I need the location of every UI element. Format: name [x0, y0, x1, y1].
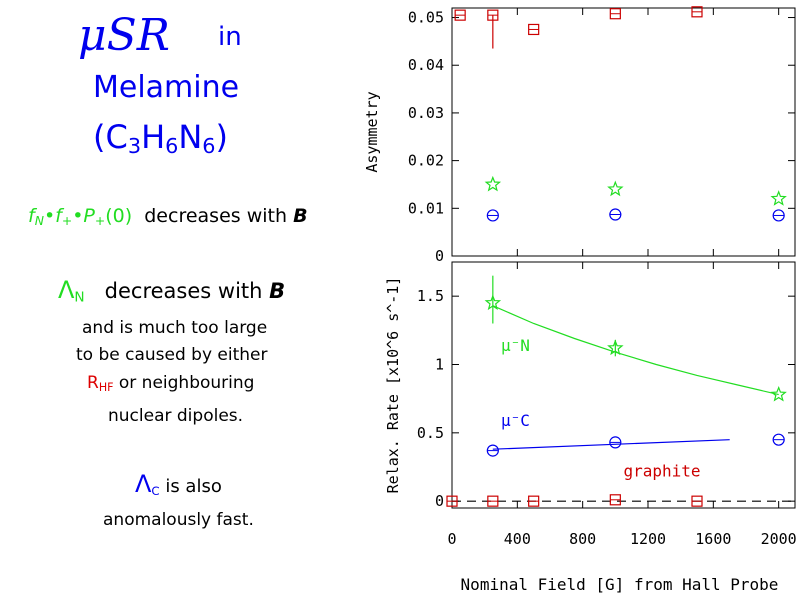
y-tick-label: 0: [435, 492, 444, 510]
data-point: [770, 190, 787, 206]
statement-fraction: fN•f+•P+(0) decreases with B: [28, 205, 308, 229]
fit-line: [492, 439, 730, 450]
data-point: [484, 175, 502, 192]
x-tick-label: 0: [447, 530, 456, 548]
x-tick-label: 2000: [761, 530, 797, 548]
x-tick-label: 1200: [630, 530, 666, 548]
y-tick-label: 0.05: [408, 9, 444, 27]
title-in: in: [218, 22, 242, 52]
y-tick-label: 0.03: [408, 104, 444, 122]
data-point: [607, 180, 624, 197]
title-material: Melamine: [93, 70, 240, 105]
y-tick-label: 0.04: [408, 56, 444, 74]
y-tick-label: 1.5: [417, 287, 444, 305]
para-line-1: and is much too large: [82, 318, 268, 338]
data-point: [607, 339, 624, 356]
x-tick-label: 1600: [695, 530, 731, 548]
y-axis-label: Relax. Rate [x10^6 s^-1]: [384, 277, 402, 494]
slide-title: μSR: [78, 10, 170, 61]
title-formula: (C3H6N6): [93, 118, 229, 159]
y-tick-label: 0: [435, 247, 444, 265]
asymmetry-chart: 0 0.01 0.02 0.03 0.04 0.05 Asymmetry: [363, 6, 796, 265]
data-point: [770, 385, 787, 402]
y-tick-label: 0.02: [408, 152, 444, 170]
chart-annotation: graphite: [624, 462, 701, 481]
statement-lambda-c-line-2: anomalously fast.: [103, 510, 254, 530]
data-point: [609, 208, 622, 221]
x-tick-label: 800: [569, 530, 596, 548]
y-axis-label: Asymmetry: [363, 91, 381, 172]
chart-annotation: μ⁻N: [501, 336, 530, 355]
para-line-2: to be caused by either: [76, 345, 268, 365]
y-tick-label: 1: [435, 356, 444, 374]
data-point: [486, 209, 499, 222]
relaxation-rate-chart: 0 0.5 1 1.5 0 400 800 1200 1600 2000 Relax. Rate […: [384, 261, 797, 594]
para-line-3: RHF or neighbouring: [87, 373, 255, 394]
statement-lambda-c: ΛC is also: [135, 470, 222, 498]
data-point: [484, 294, 502, 311]
data-point: [772, 433, 785, 446]
data-point: [772, 209, 785, 222]
para-line-4: nuclear dipoles.: [108, 406, 244, 426]
slide-text-panel: μSR in Melamine (C3H6N6) fN•f+•P+(0) dec…: [0, 0, 360, 600]
x-axis-label: Nominal Field [G] from Hall Probe: [461, 575, 779, 594]
x-tick-label: 400: [504, 530, 531, 548]
y-tick-label: 0.01: [408, 199, 444, 217]
data-point: [486, 444, 499, 457]
chart-annotation: μ⁻C: [501, 411, 530, 430]
statement-lambda-n: ΛN decreases with B: [58, 276, 286, 306]
y-tick-label: 0.5: [417, 424, 444, 442]
plot-frame: [451, 7, 796, 257]
fit-line: [492, 305, 779, 396]
title-musr: μSR: [78, 10, 170, 61]
plot-frame: [451, 261, 796, 509]
data-point: [609, 436, 622, 449]
